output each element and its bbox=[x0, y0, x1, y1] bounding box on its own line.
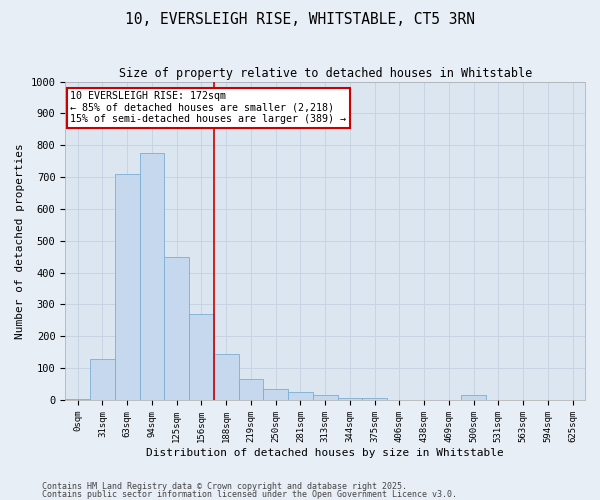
Bar bbox=[313, 395, 338, 400]
Text: 10 EVERSLEIGH RISE: 172sqm
← 85% of detached houses are smaller (2,218)
15% of s: 10 EVERSLEIGH RISE: 172sqm ← 85% of deta… bbox=[70, 91, 346, 124]
Text: Contains public sector information licensed under the Open Government Licence v3: Contains public sector information licen… bbox=[42, 490, 457, 499]
X-axis label: Distribution of detached houses by size in Whitstable: Distribution of detached houses by size … bbox=[146, 448, 504, 458]
Bar bbox=[362, 398, 387, 400]
Bar bbox=[140, 154, 164, 400]
Bar bbox=[338, 398, 362, 400]
Bar bbox=[189, 314, 214, 400]
Y-axis label: Number of detached properties: Number of detached properties bbox=[15, 143, 25, 338]
Bar bbox=[461, 395, 486, 400]
Bar bbox=[115, 174, 140, 400]
Title: Size of property relative to detached houses in Whitstable: Size of property relative to detached ho… bbox=[119, 68, 532, 80]
Bar bbox=[90, 358, 115, 400]
Text: 10, EVERSLEIGH RISE, WHITSTABLE, CT5 3RN: 10, EVERSLEIGH RISE, WHITSTABLE, CT5 3RN bbox=[125, 12, 475, 28]
Bar bbox=[214, 354, 239, 400]
Bar bbox=[239, 380, 263, 400]
Bar bbox=[164, 256, 189, 400]
Bar bbox=[288, 392, 313, 400]
Bar bbox=[263, 389, 288, 400]
Text: Contains HM Land Registry data © Crown copyright and database right 2025.: Contains HM Land Registry data © Crown c… bbox=[42, 482, 407, 491]
